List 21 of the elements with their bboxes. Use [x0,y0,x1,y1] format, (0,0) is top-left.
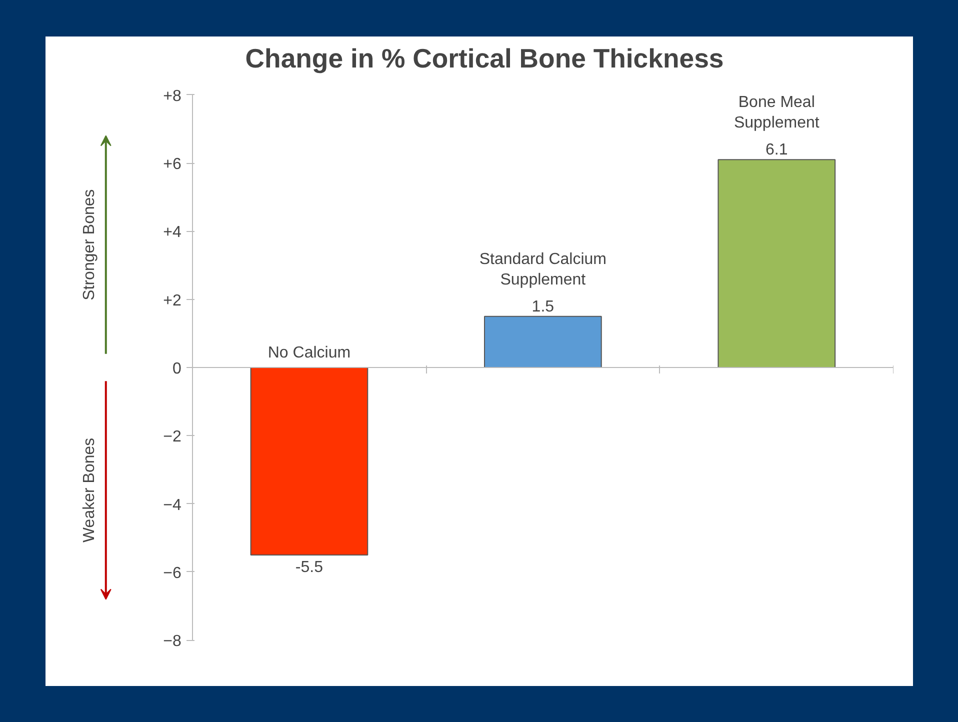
y-tick-label: +8 [163,88,182,105]
y-tick-label: 0 [172,360,182,378]
y-tick-label: +2 [163,292,182,310]
y-tick-label: +6 [163,156,182,174]
text: Stronger Bones [80,189,98,300]
y-tick-label: +4 [163,224,182,242]
y-tick-label: −8 [163,633,182,650]
x-tick-label: Standard Calcium Supplement [479,250,607,288]
data-label: 6.1 [766,142,788,159]
bar [718,159,836,368]
text: Weaker Bones [80,438,98,543]
chart-title: Change in % Cortical Bone Thickness [245,44,724,74]
data-label: 1.5 [532,298,554,316]
x-tick-label: Bone Meal Supplement [734,94,820,132]
x-tick-label: No Calcium [268,344,351,362]
y-tick-label: −2 [163,428,182,446]
bar [250,367,368,556]
y-tick-label: −6 [163,564,182,582]
y-tick-label: −4 [163,496,182,514]
data-label: -5.5 [295,558,324,576]
bar [484,316,602,368]
